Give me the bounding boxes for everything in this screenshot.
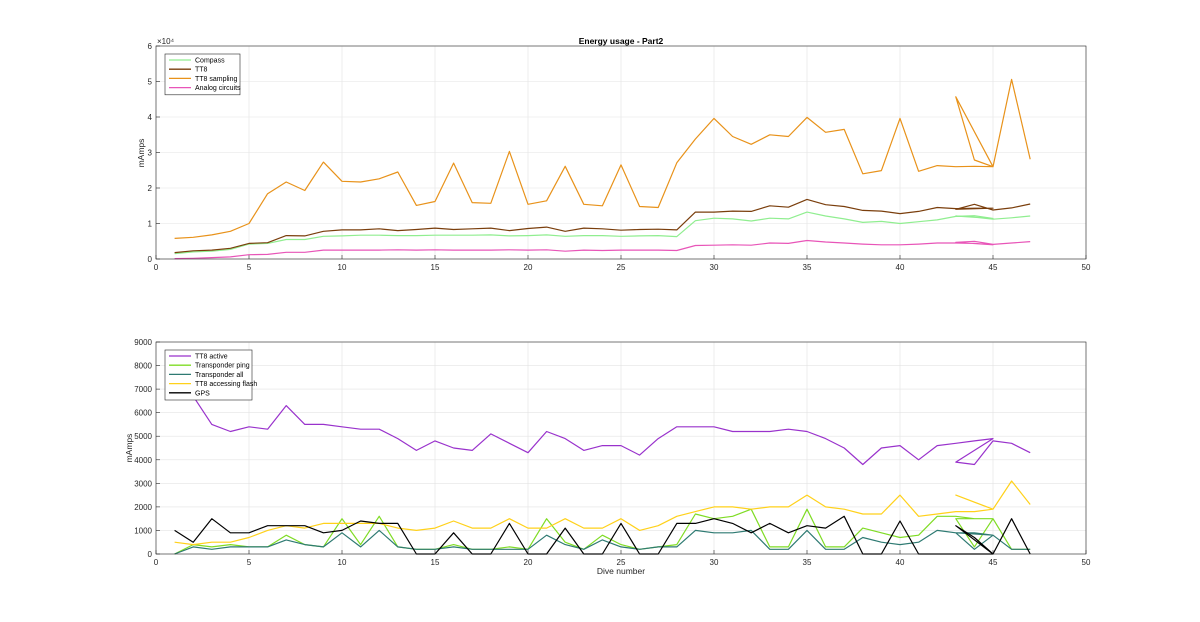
y-tick-label: 4000 [134, 456, 152, 465]
series-line-tt8 [174, 198, 1031, 254]
y-tick-label: 5000 [134, 432, 152, 441]
series-line-transponder-ping [174, 508, 1031, 555]
x-tick-label: 10 [338, 263, 347, 272]
y-tick-label: 6 [148, 42, 153, 51]
x-tick-label: 20 [524, 263, 533, 272]
x-tick-label: 5 [247, 558, 252, 567]
series-line-tt8-accessing-flash [174, 480, 1031, 546]
y-tick-label: 3 [148, 149, 153, 158]
legend: TT8 active Transponder ping Transponder al… [164, 349, 257, 401]
x-tick-label: 0 [154, 558, 159, 567]
y-axis-label: mAmps [136, 139, 146, 168]
x-tick-label: 5 [247, 263, 252, 272]
x-tick-label: 45 [989, 558, 998, 567]
y-tick-label: 5 [148, 78, 153, 87]
y-exponent-label: ×10⁴ [157, 37, 175, 46]
y-tick-label: 9000 [134, 338, 152, 347]
series-line-compass [174, 211, 1031, 255]
y-tick-label: 1000 [134, 526, 152, 535]
legend: Compass TT8 TT8 sampling Analog circuits [164, 53, 241, 96]
legend-label-tt8-sampling: TT8 sampling [195, 76, 238, 83]
x-tick-label: 50 [1082, 558, 1091, 567]
x-tick-label: 35 [803, 558, 812, 567]
energy-usage-top-chart: Energy usage - Part2 mAmps ×10⁴ 0 5 10 15 20… [136, 36, 1091, 272]
x-tick-label: 50 [1082, 263, 1091, 272]
y-tick-label: 3000 [134, 479, 152, 488]
energy-usage-bottom-chart: mAmps Dive number 0 5 10 15 20 25 30 35 40 45 50 0 1… [124, 338, 1091, 576]
y-axis-label: mAmps [124, 434, 134, 463]
x-tick-label: 25 [617, 263, 626, 272]
legend-label-tt8-accessing-flash: TT8 accessing flash [195, 381, 257, 388]
y-tick-label: 2000 [134, 503, 152, 512]
x-tick-label: 30 [710, 263, 719, 272]
y-tick-label: 0 [148, 550, 153, 559]
series-line-transponder-all [174, 529, 1031, 555]
legend-label-analog-circuits: Analog circuits [195, 85, 241, 92]
axes-box [155, 341, 1087, 555]
axes-box [155, 45, 1087, 260]
series-line-analog-circuits [174, 239, 1031, 260]
chart-title: Energy usage - Part2 [579, 36, 664, 46]
y-tick-label: 4 [148, 113, 153, 122]
y-tick-label: 1 [148, 220, 153, 229]
x-tick-label: 15 [431, 558, 440, 567]
legend-label-compass: Compass [195, 58, 225, 65]
series-line-tt8-sampling [174, 78, 1031, 239]
x-tick-label: 45 [989, 263, 998, 272]
x-tick-label: 0 [154, 263, 159, 272]
x-tick-label: 35 [803, 263, 812, 272]
legend-label-transponder-ping: Transponder ping [195, 363, 250, 370]
x-tick-label: 40 [896, 263, 905, 272]
x-tick-label: 30 [710, 558, 719, 567]
x-tick-label: 40 [896, 558, 905, 567]
x-tick-label: 25 [617, 558, 626, 567]
x-tick-label: 20 [524, 558, 533, 567]
legend-label-transponder-all: Transponder all [195, 372, 244, 379]
x-axis-label: Dive number [597, 566, 645, 576]
y-tick-label: 6000 [134, 409, 152, 418]
legend-label-tt8: TT8 [195, 67, 208, 74]
x-tick-label: 15 [431, 263, 440, 272]
y-tick-label: 7000 [134, 385, 152, 394]
y-tick-label: 2 [148, 184, 153, 193]
x-tick-label: 10 [338, 558, 347, 567]
y-tick-label: 0 [148, 255, 153, 264]
y-tick-label: 8000 [134, 362, 152, 371]
grid [155, 341, 1087, 555]
tick-labels: 0 5 10 15 20 25 30 35 40 45 50 0 1000 2000 3000 4000 500… [134, 338, 1091, 567]
legend-label-tt8-active: TT8 active [195, 354, 228, 361]
grid [155, 45, 1087, 260]
legend-label-gps: GPS [195, 390, 210, 397]
series-line-tt8-active [174, 374, 1031, 466]
plot-lines [174, 374, 1031, 555]
plot-lines [174, 78, 1031, 260]
